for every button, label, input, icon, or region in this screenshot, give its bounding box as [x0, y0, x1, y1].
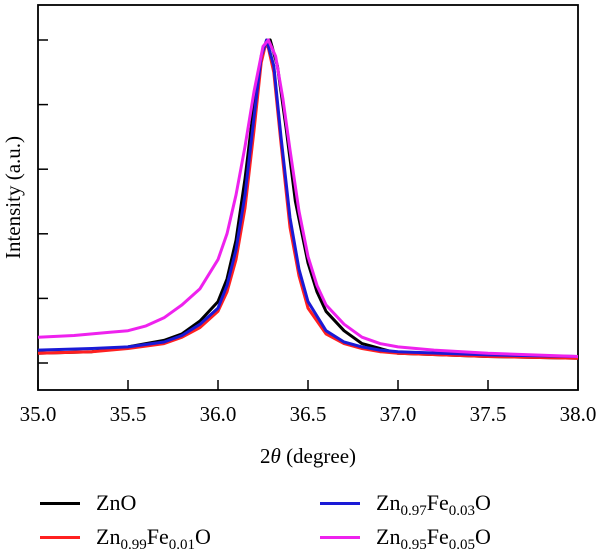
- x-axis-ticks: 35.0 35.5 36.0 36.5 37.0 37.5 38.0: [20, 380, 597, 426]
- x-tick-label: 35.0: [20, 402, 57, 426]
- legend-label: Zn0.95Fe0.05O: [376, 524, 491, 553]
- y-axis-ticks: [38, 39, 48, 364]
- legend-item-1: ZnO: [40, 490, 136, 516]
- legend-label: Zn0.97Fe0.03O: [376, 490, 491, 519]
- x-tick-label: 35.5: [110, 402, 147, 426]
- legend-swatch: [40, 535, 80, 539]
- legend-item-2: Zn0.99Fe0.01O: [40, 524, 211, 553]
- legend-label: ZnO: [96, 490, 137, 515]
- legend-item-3: Zn0.97Fe0.03O: [320, 490, 491, 519]
- series-line-4: [37, 38, 579, 358]
- x-axis-label: 2θ (degree): [260, 444, 356, 468]
- legend-swatch: [320, 501, 360, 505]
- series-line-2: [37, 38, 579, 360]
- series-layer: [37, 38, 579, 360]
- legend-swatch: [40, 501, 80, 505]
- x-tick-label: 37.5: [470, 402, 507, 426]
- y-axis-label: Intensity (a.u.): [1, 136, 25, 259]
- x-tick-label: 36.0: [200, 402, 237, 426]
- legend-item-4: Zn0.95Fe0.05O: [320, 524, 491, 553]
- legend-swatch: [320, 535, 360, 539]
- x-tick-label: 38.0: [560, 402, 597, 426]
- legend-label: Zn0.99Fe0.01O: [96, 524, 211, 553]
- x-tick-label: 37.0: [380, 402, 417, 426]
- x-tick-label: 36.5: [290, 402, 327, 426]
